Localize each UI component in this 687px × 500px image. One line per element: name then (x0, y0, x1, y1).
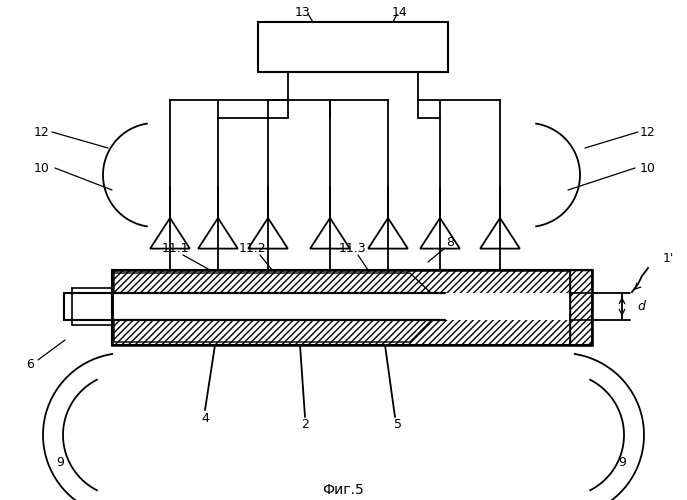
Bar (112, 270, 592, 345)
Text: 11.3: 11.3 (338, 242, 365, 254)
Text: 8: 8 (446, 236, 454, 248)
Text: Фиг.5: Фиг.5 (322, 483, 364, 497)
Text: 14: 14 (392, 6, 408, 18)
Polygon shape (199, 218, 238, 248)
Bar (570, 270, 592, 345)
Text: 12: 12 (34, 126, 50, 138)
Polygon shape (368, 218, 408, 248)
Polygon shape (114, 273, 445, 342)
Polygon shape (480, 218, 520, 248)
Polygon shape (248, 218, 288, 248)
Text: 2: 2 (301, 418, 309, 432)
Text: 11.2: 11.2 (238, 242, 266, 254)
Text: 10: 10 (34, 162, 50, 174)
Text: 11.1: 11.1 (161, 242, 189, 254)
Text: 5: 5 (394, 418, 402, 432)
Bar (258, 22, 448, 72)
Text: 12: 12 (640, 126, 656, 138)
Polygon shape (150, 218, 190, 248)
Polygon shape (311, 218, 350, 248)
Text: 9: 9 (618, 456, 626, 468)
Text: 6: 6 (26, 358, 34, 372)
Text: d: d (637, 300, 645, 312)
Bar (570, 270, 592, 345)
Text: 4: 4 (201, 412, 209, 424)
Text: 1': 1' (662, 252, 674, 264)
Text: 9: 9 (56, 456, 64, 468)
Text: 13: 13 (295, 6, 311, 18)
Bar (112, 270, 592, 345)
Text: 10: 10 (640, 162, 656, 174)
Polygon shape (420, 218, 460, 248)
Bar (114, 293, 590, 320)
